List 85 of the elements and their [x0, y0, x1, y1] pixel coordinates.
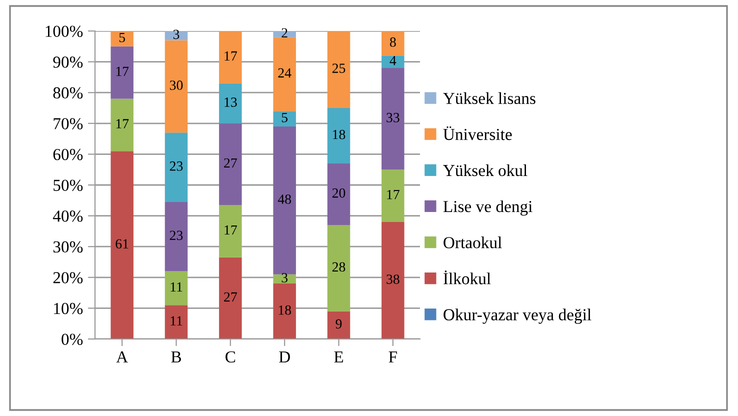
bar [327, 31, 350, 108]
data-label: 25 [332, 64, 346, 73]
data-label: 23 [170, 161, 183, 171]
data-label: 28 [332, 262, 346, 272]
data-label: 17 [224, 51, 237, 61]
bar [273, 284, 296, 339]
legend-label: Lise ve dengi [443, 200, 532, 216]
x-tick-label: B [171, 351, 181, 362]
bar [327, 163, 350, 226]
bar [382, 56, 404, 68]
bar [327, 311, 350, 339]
bar [164, 31, 188, 40]
data-label: 5 [119, 32, 126, 42]
data-label: 23 [170, 230, 183, 240]
bar [219, 205, 242, 258]
y-tick-label: 0% [62, 334, 83, 345]
data-label: 27 [224, 158, 237, 168]
bar [219, 257, 242, 339]
y-tick-label: 90% [53, 56, 83, 68]
data-label: 18 [278, 305, 291, 315]
y-tick-label: 100% [46, 26, 83, 37]
data-label: 27 [224, 292, 237, 302]
bar [327, 225, 350, 312]
legend-label: Yüksek okul [443, 164, 528, 176]
bar [219, 83, 242, 124]
bar [164, 305, 188, 339]
data-label: 48 [278, 194, 291, 204]
bar [164, 40, 188, 133]
data-label: 13 [224, 98, 237, 107]
data-label: 18 [333, 130, 346, 140]
bar [164, 132, 188, 202]
y-tick-label: 10% [54, 302, 83, 314]
bar [382, 222, 404, 339]
bar [382, 31, 404, 56]
bar [110, 151, 134, 339]
y-tick-label: 70% [54, 118, 83, 130]
legend-label: Okur-yazar veya değil [444, 308, 592, 324]
y-tick-label: 20% [53, 272, 83, 284]
bar [164, 271, 188, 306]
x-tick-label: E [334, 351, 344, 362]
data-label: 17 [387, 190, 400, 200]
data-label: 17 [116, 119, 129, 128]
y-tick-label: 60% [53, 148, 83, 160]
bar [273, 37, 296, 112]
x-tick-label: D [279, 351, 290, 362]
data-label: 11 [170, 282, 182, 292]
data-label: 33 [386, 112, 400, 122]
data-label: 38 [386, 274, 400, 284]
data-label: 9 [336, 319, 342, 329]
bar [164, 202, 188, 272]
x-tick-label: A [116, 351, 128, 362]
bar [110, 98, 134, 152]
legend-label: İlkokul [444, 270, 491, 284]
bar [219, 123, 242, 206]
x-tick-label: F [388, 351, 397, 362]
legend-label: Ortaokul [444, 236, 502, 248]
y-tick-label: 30% [53, 241, 83, 253]
bar [219, 31, 242, 84]
y-tick-label: 80% [53, 87, 83, 99]
data-label: 5 [282, 113, 288, 122]
bar [273, 126, 296, 274]
data-label: 24 [278, 68, 292, 78]
y-tick-label: 40% [52, 210, 83, 222]
data-label: 20 [332, 188, 346, 198]
y-tick-label: 50% [54, 180, 83, 191]
x-tick-label: C [226, 351, 236, 363]
bar [110, 31, 134, 46]
data-label: 17 [116, 66, 129, 76]
data-label: 2 [282, 28, 288, 38]
bar [327, 108, 350, 164]
bar [273, 274, 296, 284]
data-label: 4 [390, 56, 396, 66]
data-label: 3 [282, 273, 288, 282]
bar [273, 111, 296, 126]
data-label: 11 [170, 316, 182, 326]
bar [382, 68, 404, 170]
bar [110, 46, 134, 99]
data-label: 61 [116, 239, 128, 249]
data-label: 30 [170, 80, 183, 90]
data-label: 8 [390, 37, 396, 47]
data-label: 3 [173, 30, 180, 40]
legend-label: Yüksek lisans [443, 92, 536, 104]
bar [382, 170, 404, 222]
data-label: 17 [224, 225, 237, 235]
legend-label: Üniversite [443, 126, 512, 140]
